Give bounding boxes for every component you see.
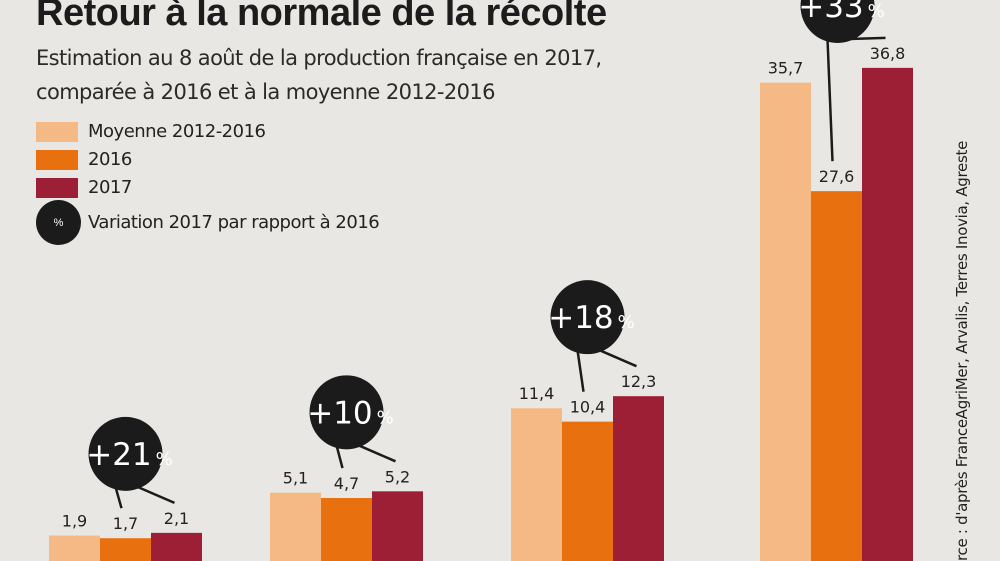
variation-badge-1 <box>88 416 163 491</box>
bar-2016-group-1 <box>100 538 151 561</box>
legend-variation-badge: % <box>36 200 81 245</box>
bar-moyenne-group-2 <box>270 492 321 561</box>
legend-swatch-2017 <box>36 178 78 198</box>
variation-pointer-1-1 <box>114 486 123 509</box>
legend-swatch-moyenne <box>36 122 78 142</box>
legend-label-2016: 2016 <box>88 149 132 170</box>
variation-pointer-1-2 <box>137 485 175 505</box>
chart-subtitle-line2: comparée à 2016 et à la moyenne 2012-201… <box>36 80 495 104</box>
source-note: rce : d'après FranceAgriMer, Arvalis, Te… <box>953 140 971 561</box>
chart-title: Retour à la normale de la récolte <box>36 0 607 34</box>
bar-2017-group-2 <box>372 491 423 561</box>
bar-moyenne-group-1 <box>49 535 100 561</box>
legend-label-moyenne: Moyenne 2012-2016 <box>88 121 266 142</box>
bar-moyenne-group-4 <box>760 82 811 561</box>
variation-pointer-3-1 <box>576 350 585 392</box>
variation-pointer-4-1 <box>826 38 834 162</box>
bar-2016-group-2 <box>321 498 372 561</box>
value-label-2016-group-3: 10,4 <box>570 398 606 417</box>
chart-subtitle-line1: Estimation au 8 août de la production fr… <box>36 46 602 70</box>
value-label-2017-group-2: 5,2 <box>385 467 410 486</box>
variation-badge-4 <box>800 0 875 43</box>
bar-2017-group-4 <box>862 67 913 561</box>
variation-badge-3 <box>550 280 625 355</box>
bar-2016-group-4 <box>811 191 862 561</box>
value-label-moyenne-group-3: 11,4 <box>519 384 555 403</box>
legend-swatch-2016 <box>36 150 78 170</box>
legend-label-2017: 2017 <box>88 177 132 198</box>
bar-2017-group-1 <box>151 532 202 561</box>
variation-label-4: +33% <box>798 0 885 25</box>
legend-item-variation: % Variation 2017 par rapport à 2016 <box>36 200 380 248</box>
variation-pointer-3-2 <box>599 349 637 368</box>
value-label-moyenne-group-4: 35,7 <box>768 59 804 78</box>
value-label-moyenne-group-2: 5,1 <box>283 469 308 488</box>
variation-pointer-2-2 <box>358 444 396 463</box>
variation-badge-2 <box>309 375 384 450</box>
value-label-moyenne-group-1: 1,9 <box>62 512 87 531</box>
legend-variation-label: Variation 2017 par rapport à 2016 <box>88 212 380 233</box>
value-label-2016-group-4: 27,6 <box>819 167 855 186</box>
variation-label-3: +18% <box>548 300 635 336</box>
value-label-2017-group-3: 12,3 <box>621 372 657 391</box>
variation-label-2: +10% <box>307 395 394 431</box>
value-label-2016-group-2: 4,7 <box>334 474 359 493</box>
variation-pointer-4-2 <box>849 36 886 41</box>
variation-label-1: +21% <box>86 437 173 473</box>
variation-pointer-2-1 <box>335 445 344 469</box>
value-label-2017-group-1: 2,1 <box>164 509 189 528</box>
bar-moyenne-group-3 <box>511 408 562 561</box>
value-label-2017-group-4: 36,8 <box>870 44 906 63</box>
bar-2017-group-3 <box>613 396 664 561</box>
value-label-2016-group-1: 1,7 <box>113 514 138 533</box>
bar-2016-group-3 <box>562 421 613 561</box>
